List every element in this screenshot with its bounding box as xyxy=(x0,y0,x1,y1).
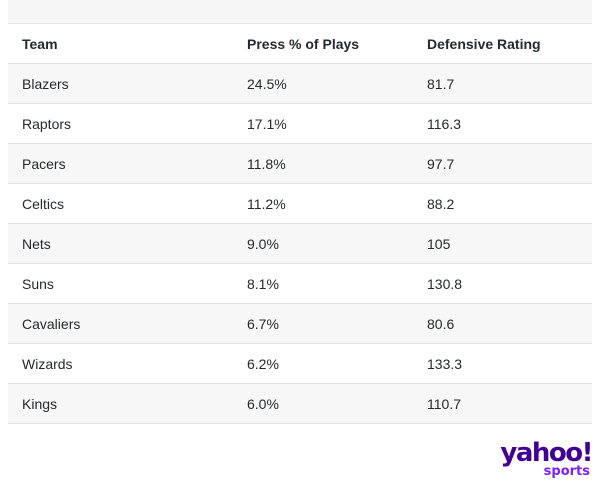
header-defensive-rating: Defensive Rating xyxy=(427,35,541,52)
cell-defensive-rating: 88.2 xyxy=(427,195,455,212)
header-press-pct: Press % of Plays xyxy=(247,35,360,52)
cell-team: Kings xyxy=(22,395,58,412)
cell-team: Pacers xyxy=(22,155,66,172)
top-band xyxy=(8,0,592,24)
logo-section: sports xyxy=(543,464,590,479)
cell-press-pct: 8.1% xyxy=(247,275,279,292)
cell-press-pct: 11.2% xyxy=(247,195,286,212)
table-row: Blazers 24.5% 81.7 xyxy=(8,64,592,104)
table-row: Kings 6.0% 110.7 xyxy=(8,384,592,424)
cell-defensive-rating: 97.7 xyxy=(427,155,455,172)
cell-team: Nets xyxy=(22,235,51,252)
cell-press-pct: 9.0% xyxy=(247,235,279,252)
table-row: Nets 9.0% 105 xyxy=(8,224,592,264)
cell-defensive-rating: 80.6 xyxy=(427,315,455,332)
yahoo-sports-logo: yahoo! sports xyxy=(497,438,593,482)
cell-press-pct: 6.0% xyxy=(247,395,279,412)
cell-team: Wizards xyxy=(22,355,73,372)
cell-press-pct: 24.5% xyxy=(247,75,287,92)
stats-table: Team Press % of Plays Defensive Rating B… xyxy=(8,24,592,424)
cell-defensive-rating: 105 xyxy=(427,235,451,252)
cell-press-pct: 11.8% xyxy=(247,155,286,172)
logo-brand: yahoo! xyxy=(500,438,593,468)
cell-defensive-rating: 133.3 xyxy=(427,355,463,372)
table-row: Wizards 6.2% 133.3 xyxy=(8,344,592,384)
cell-team: Suns xyxy=(22,275,54,292)
cell-defensive-rating: 116.3 xyxy=(427,115,461,132)
cell-press-pct: 6.7% xyxy=(247,315,279,332)
cell-team: Blazers xyxy=(22,75,69,92)
cell-team: Celtics xyxy=(22,195,65,212)
table-header-row: Team Press % of Plays Defensive Rating xyxy=(8,24,592,64)
cell-defensive-rating: 130.8 xyxy=(427,275,463,292)
cell-press-pct: 6.2% xyxy=(247,355,279,372)
cell-press-pct: 17.1% xyxy=(247,115,287,132)
table-row: Celtics 11.2% 88.2 xyxy=(8,184,592,224)
cell-defensive-rating: 110.7 xyxy=(427,395,461,412)
cell-team: Cavaliers xyxy=(22,315,81,332)
table-row: Cavaliers 6.7% 80.6 xyxy=(8,304,592,344)
table-row: Suns 8.1% 130.8 xyxy=(8,264,592,304)
table-row: Raptors 17.1% 116.3 xyxy=(8,104,592,144)
cell-defensive-rating: 81.7 xyxy=(427,75,455,92)
cell-team: Raptors xyxy=(22,115,72,132)
header-team: Team xyxy=(22,35,58,52)
table-row: Pacers 11.8% 97.7 xyxy=(8,144,592,184)
